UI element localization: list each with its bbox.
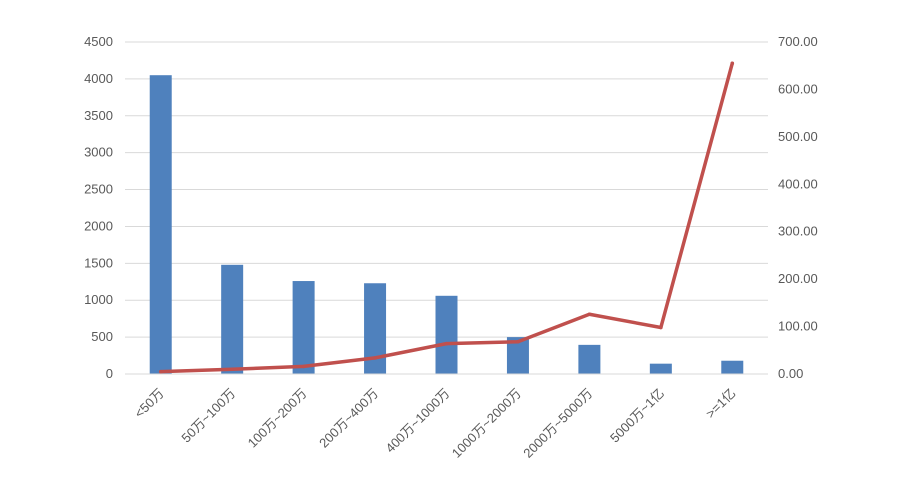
right-tick-label: 600.00 [778,81,818,96]
line-point [373,356,377,360]
right-tick-label: 0.00 [778,366,803,381]
bar [221,264,244,374]
left-tick-label: 2500 [84,182,113,197]
right-axis-ticks: 0.00 100.00 200.00 300.00 400.00 500.00 600.00… [778,34,818,381]
right-tick-label: 300.00 [778,224,818,239]
right-tick-label: 400.00 [778,176,818,191]
bar [506,337,529,374]
right-tick-label: 100.00 [778,319,818,334]
left-tick-label: 3000 [84,145,113,160]
line-point [301,364,306,369]
category-label: >=1亿 [703,386,739,422]
bar [364,283,387,374]
left-tick-label: 1000 [84,292,113,307]
line-point [158,369,163,374]
line-point [516,339,520,344]
bar [435,295,458,374]
line-point [659,325,663,330]
left-tick-label: 0 [106,366,113,381]
line-point [230,367,234,372]
bar-series [149,75,744,374]
line-point [444,341,449,346]
right-tick-label: 700.00 [778,34,818,49]
category-label: 50万~100万 [178,386,238,446]
right-tick-label: 200.00 [778,271,818,286]
category-labels: <50万 50万~100万 100万~200万 200万~400万 400万~1000万… [131,386,738,461]
category-label: <50万 [131,386,166,421]
left-tick-label: 4000 [84,71,113,86]
line-series [158,61,735,374]
left-tick-label: 2000 [84,218,113,233]
bar [149,75,172,374]
left-axis-ticks: 0 500 1000 1500 2000 2500 3000 3500 4000 4500 [84,34,113,381]
left-tick-label: 500 [91,329,113,344]
category-label: 400万~1000万 [382,386,452,456]
category-label: 100万~200万 [245,386,310,451]
bar [578,344,601,374]
left-tick-label: 1500 [84,255,113,270]
category-label: 5000万~1亿 [607,386,667,446]
category-label: 2000万~5000万 [520,386,595,461]
line-point [587,312,592,317]
category-label: 200万~400万 [316,386,381,451]
bar [721,360,744,374]
bar [292,281,315,374]
bar [649,363,672,374]
category-label: 1000万~2000万 [449,386,524,461]
right-tick-label: 500.00 [778,129,818,144]
line-point [730,61,735,66]
left-tick-label: 4500 [84,34,113,49]
left-tick-label: 3500 [84,108,113,123]
